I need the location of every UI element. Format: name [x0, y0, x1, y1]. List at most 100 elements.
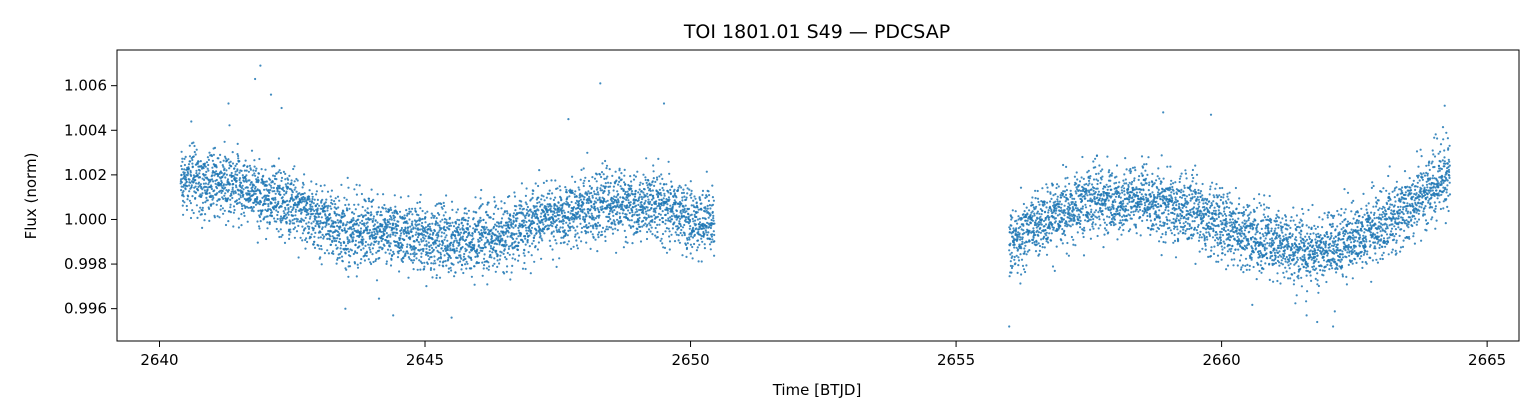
data-point — [711, 203, 715, 206]
data-point — [545, 218, 548, 221]
data-point — [190, 120, 193, 123]
data-point — [520, 182, 524, 185]
data-point — [687, 213, 690, 216]
data-point — [1051, 183, 1054, 186]
data-point — [349, 226, 353, 229]
data-point — [399, 249, 403, 252]
data-point — [587, 190, 590, 193]
data-point — [628, 184, 631, 188]
data-point — [536, 248, 540, 251]
data-point — [1032, 227, 1035, 230]
data-point — [229, 203, 232, 206]
data-point — [406, 243, 409, 246]
data-point — [274, 206, 277, 209]
data-point — [505, 258, 508, 261]
data-point — [411, 207, 414, 210]
data-point — [506, 265, 509, 268]
data-point — [1088, 182, 1091, 185]
data-point — [688, 227, 691, 230]
data-point — [258, 227, 261, 230]
data-point — [221, 196, 224, 199]
data-point — [284, 213, 288, 216]
data-point — [336, 258, 339, 261]
data-point — [1092, 189, 1095, 192]
data-point — [232, 205, 236, 208]
data-point — [221, 176, 224, 179]
data-point — [201, 192, 204, 195]
data-point — [470, 241, 473, 244]
data-point — [343, 229, 346, 232]
data-point — [1088, 177, 1091, 180]
data-point — [237, 193, 240, 196]
data-point — [306, 209, 309, 212]
data-point — [278, 169, 281, 172]
data-point — [384, 251, 387, 254]
data-point — [192, 141, 195, 144]
data-point — [488, 242, 491, 245]
data-point — [272, 186, 275, 189]
data-point — [556, 187, 559, 190]
data-point — [651, 189, 655, 192]
data-point — [359, 230, 362, 233]
data-point — [556, 205, 559, 208]
data-point — [609, 202, 612, 205]
data-point — [435, 276, 438, 280]
data-point — [544, 205, 548, 208]
data-point — [572, 245, 575, 248]
data-point — [320, 248, 323, 251]
data-point — [1034, 233, 1037, 237]
data-point — [439, 220, 442, 223]
data-point — [642, 212, 645, 215]
data-point — [530, 226, 534, 229]
data-point — [409, 210, 412, 213]
data-point — [238, 177, 242, 180]
data-point — [504, 239, 507, 242]
data-point — [216, 192, 219, 195]
data-point — [309, 203, 312, 206]
data-point — [402, 250, 405, 253]
data-point — [660, 237, 663, 240]
data-point — [674, 203, 677, 206]
data-point — [445, 218, 448, 221]
data-point — [1093, 195, 1096, 198]
data-point — [407, 276, 410, 279]
data-point — [351, 211, 354, 214]
data-point — [324, 225, 327, 228]
data-point — [527, 251, 530, 254]
data-point — [552, 198, 556, 202]
data-point — [391, 254, 394, 257]
data-point — [426, 262, 429, 265]
data-point — [559, 242, 563, 245]
data-point — [336, 257, 339, 260]
data-point — [1108, 192, 1111, 195]
data-point — [280, 221, 283, 224]
data-point — [1090, 188, 1093, 191]
data-point — [541, 230, 545, 233]
data-point — [1083, 195, 1086, 198]
data-point — [532, 239, 535, 242]
data-point — [1056, 200, 1059, 203]
data-point — [345, 268, 348, 271]
data-point — [452, 245, 455, 248]
data-point — [1054, 217, 1057, 220]
data-point — [306, 202, 309, 205]
data-point — [241, 207, 244, 210]
data-point — [238, 178, 241, 182]
data-point — [540, 257, 543, 260]
data-point — [369, 211, 373, 214]
data-point — [410, 248, 413, 251]
data-point — [497, 207, 500, 210]
data-point — [626, 190, 629, 193]
data-point — [358, 184, 361, 187]
data-point — [627, 199, 630, 202]
data-point — [566, 202, 570, 205]
data-point — [1046, 190, 1049, 193]
data-point — [582, 218, 585, 221]
data-point — [709, 238, 712, 241]
data-point — [563, 231, 566, 234]
data-point — [467, 228, 470, 231]
data-point — [368, 246, 371, 249]
data-point — [579, 207, 582, 211]
data-point — [292, 183, 295, 187]
data-point — [432, 248, 435, 251]
